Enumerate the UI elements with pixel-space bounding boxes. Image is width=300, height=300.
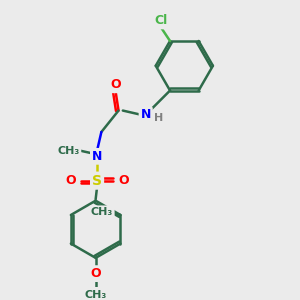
Text: O: O [118, 174, 129, 187]
Text: CH₃: CH₃ [57, 146, 80, 156]
Text: Cl: Cl [155, 14, 168, 28]
Text: S: S [92, 174, 102, 188]
Text: CH₃: CH₃ [91, 207, 113, 217]
Text: N: N [92, 150, 102, 163]
Text: N: N [140, 108, 151, 121]
Text: H: H [154, 113, 163, 123]
Text: O: O [65, 174, 76, 187]
Text: O: O [110, 78, 121, 91]
Text: O: O [90, 267, 101, 280]
Text: CH₃: CH₃ [85, 290, 107, 300]
